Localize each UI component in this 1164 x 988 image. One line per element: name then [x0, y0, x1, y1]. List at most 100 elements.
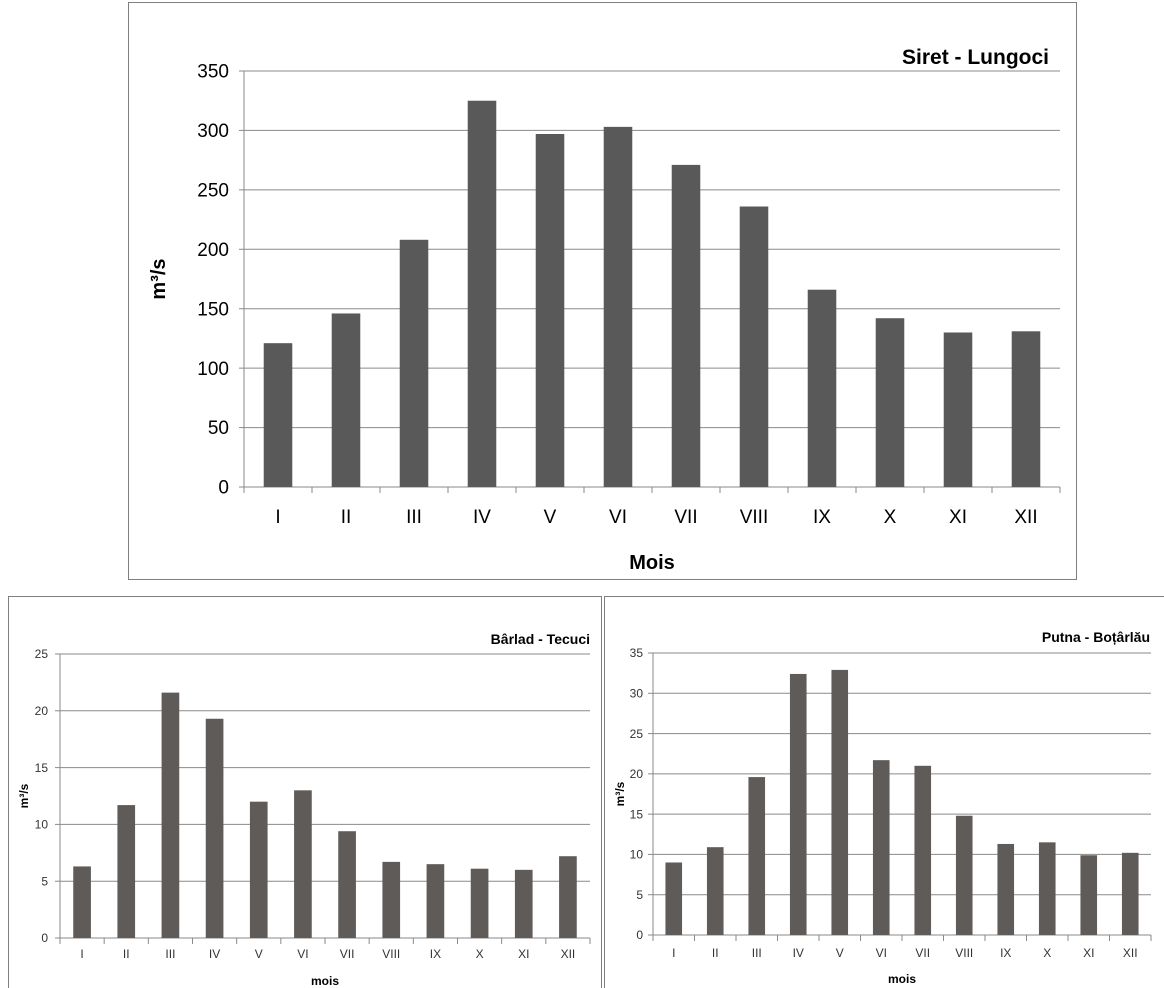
y-tick-label: 200	[197, 240, 229, 261]
bar-I	[73, 866, 91, 938]
bar-XI	[514, 869, 533, 938]
y-tick-label: 35	[630, 646, 644, 660]
bar-III	[748, 777, 766, 935]
x-tick-label: V	[544, 507, 557, 528]
bar-IV	[205, 718, 224, 938]
x-tick-label: III	[752, 946, 762, 960]
y-axis-label: m³/s	[17, 783, 31, 808]
bar-XI	[943, 332, 973, 487]
y-tick-label: 150	[197, 299, 229, 320]
x-tick-label: IV	[209, 947, 220, 961]
y-tick-label: 15	[35, 761, 49, 775]
bar-II	[706, 847, 724, 935]
x-axis-label: mois	[311, 974, 339, 988]
x-tick-label: XII	[1123, 946, 1138, 960]
x-tick-label: VIII	[382, 947, 400, 961]
x-tick-label: III	[165, 947, 175, 961]
x-tick-label: II	[123, 947, 130, 961]
chart-panel-siret: 0 50 100 150 200 250 300 350 I II III IV V VI VII VIII I…	[128, 2, 1077, 580]
x-tick-label: IX	[430, 947, 441, 961]
bar-VIII	[739, 206, 769, 488]
chart-title: Siret - Lungoci	[902, 46, 1049, 69]
y-tick-label: 300	[197, 121, 229, 142]
bar-XII	[1011, 331, 1041, 487]
bar-IX	[807, 289, 837, 487]
x-tick-label: XI	[1083, 946, 1094, 960]
x-tick-label: IV	[473, 507, 491, 528]
y-tick-label: 25	[35, 647, 49, 661]
x-tick-label: I	[80, 947, 83, 961]
bar-II	[331, 313, 361, 487]
x-tick-label: II	[712, 946, 719, 960]
bar-VI	[603, 126, 633, 487]
x-tick-label: VII	[915, 946, 930, 960]
x-axis-label: Mois	[629, 552, 675, 574]
bar-X	[470, 868, 489, 938]
x-tick-label: X	[884, 507, 897, 528]
x-tick-label: II	[341, 507, 352, 528]
y-tick-label: 0	[218, 478, 229, 499]
x-tick-label: IV	[793, 946, 804, 960]
bar-XI	[1080, 855, 1098, 935]
bar-II	[117, 805, 136, 938]
bar-VI	[294, 790, 312, 938]
x-tick-label: XI	[949, 507, 967, 528]
x-tick-label: VII	[674, 507, 697, 528]
x-tick-label: VIII	[955, 946, 973, 960]
x-tick-label: I	[672, 946, 675, 960]
bar-III	[399, 239, 429, 487]
y-tick-label: 50	[208, 418, 229, 439]
bar-V	[249, 801, 268, 938]
y-tick-label: 100	[197, 359, 229, 380]
x-tick-label: V	[836, 946, 844, 960]
bar-VII	[671, 164, 701, 487]
y-tick-label: 350	[197, 62, 229, 83]
bar-IX	[997, 843, 1015, 935]
y-tick-label: 25	[630, 727, 644, 741]
x-tick-label: X	[476, 947, 484, 961]
bar-IX	[426, 864, 445, 938]
bar-XII	[559, 856, 577, 938]
x-tick-label: VI	[609, 507, 627, 528]
y-tick-label: 5	[636, 888, 643, 902]
x-tick-label: V	[255, 947, 263, 961]
x-tick-label: X	[1043, 946, 1051, 960]
y-tick-label: 20	[35, 704, 49, 718]
y-tick-label: 30	[630, 686, 644, 700]
x-tick-label: XII	[561, 947, 576, 961]
x-tick-label: VI	[297, 947, 308, 961]
x-tick-label: I	[275, 507, 280, 528]
bar-IV	[789, 673, 807, 935]
bar-IV	[467, 100, 497, 487]
x-tick-label: VII	[340, 947, 355, 961]
bar-VIII	[382, 861, 401, 938]
bar-VI	[872, 760, 890, 935]
x-tick-label: IX	[1000, 946, 1011, 960]
bar-VII	[914, 765, 932, 935]
y-tick-label: 0	[636, 928, 643, 942]
y-tick-label: 10	[630, 848, 644, 862]
y-tick-label: 250	[197, 181, 229, 202]
chart-title: Bârlad - Tecuci	[491, 631, 590, 647]
y-axis-label: m³/s	[148, 258, 170, 299]
y-tick-label: 5	[41, 874, 48, 888]
y-tick-label: 0	[41, 931, 48, 945]
y-tick-label: 20	[630, 767, 644, 781]
chart-title: Putna - Boțârlău	[1042, 629, 1150, 645]
bar-I	[665, 862, 683, 935]
bar-XII	[1121, 852, 1139, 935]
bar-VII	[338, 831, 356, 938]
x-tick-label: III	[406, 507, 422, 528]
x-tick-label: IX	[813, 507, 831, 528]
bar-X	[1038, 842, 1056, 935]
x-tick-label: XI	[518, 947, 529, 961]
bar-I	[263, 343, 293, 487]
bar-V	[831, 669, 849, 935]
y-tick-label: 10	[35, 818, 49, 832]
bar-V	[535, 133, 565, 487]
chart-panel-barlad: 0 5 10 15 20 25 I II III IV V VI VII VIII IX X XI XII Bârl…	[8, 596, 602, 988]
chart-panel-putna: 0 5 10 15 20 25 30 35 I II III IV V VI VII VIII IX X XI XII…	[604, 596, 1164, 988]
